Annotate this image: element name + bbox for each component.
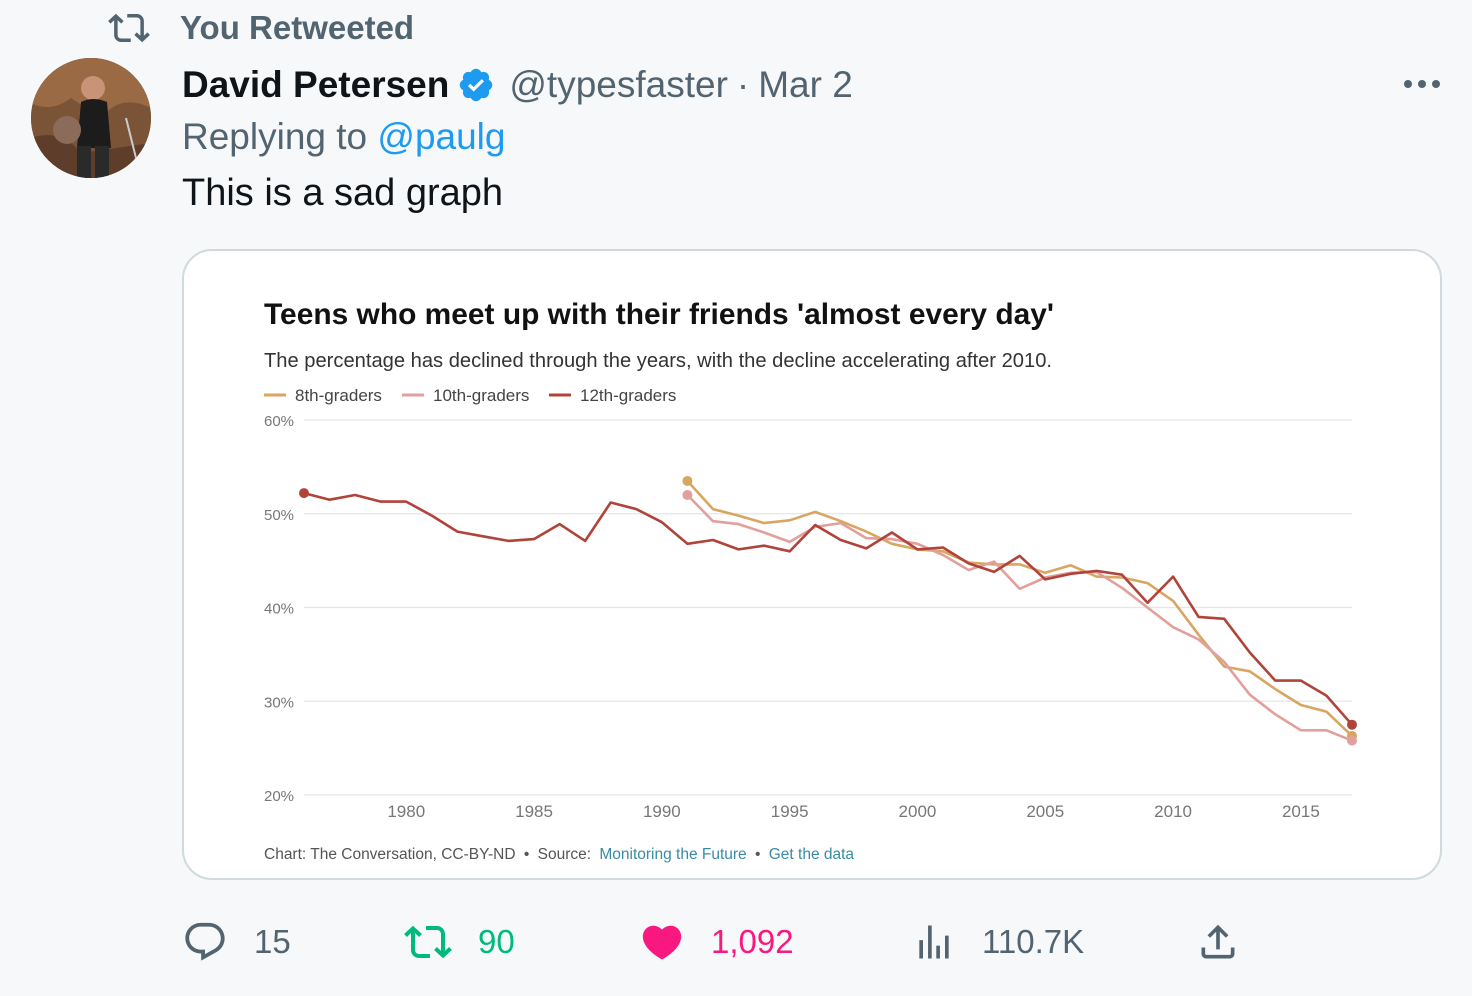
retweet-count: 90 bbox=[478, 923, 515, 960]
footer-separator-2: • bbox=[755, 846, 760, 863]
retweet-context: You Retweeted bbox=[108, 8, 414, 48]
retweet-button[interactable]: 90 bbox=[404, 912, 515, 972]
more-icon[interactable] bbox=[1398, 64, 1446, 104]
views-button[interactable]: 110.7K bbox=[912, 912, 1084, 972]
reply-button[interactable]: 15 bbox=[182, 912, 291, 972]
tweet-text: This is a sad graph bbox=[182, 172, 504, 214]
series-start-point-3 bbox=[299, 488, 309, 499]
x-tick-label-2: 1990 bbox=[643, 802, 681, 821]
like-icon bbox=[642, 925, 682, 960]
source-link[interactable]: Monitoring the Future bbox=[599, 846, 746, 863]
chart-card[interactable]: Teens who meet up with their friends 'al… bbox=[182, 249, 1442, 880]
verified-badge-icon[interactable] bbox=[457, 66, 495, 104]
y-tick-label-1: 50% bbox=[264, 507, 294, 524]
y-tick-label-0: 60% bbox=[264, 413, 294, 430]
y-tick-label-2: 40% bbox=[264, 601, 294, 618]
reply-icon bbox=[185, 922, 225, 961]
x-tick-label-4: 2000 bbox=[899, 802, 937, 821]
chart-subtitle: The percentage has declined through the … bbox=[264, 350, 1052, 372]
y-tick-label-3: 30% bbox=[264, 694, 294, 711]
views-count: 110.7K bbox=[982, 923, 1085, 960]
legend-label-1: 8th-graders bbox=[295, 386, 382, 405]
like-count: 1,092 bbox=[711, 923, 794, 960]
replying-to: Replying to @paulg bbox=[182, 116, 505, 158]
retweet-icon bbox=[404, 925, 452, 959]
share-icon bbox=[1201, 924, 1235, 959]
chart-grid: 60% 50% 40% 30% 20% 1980 1985 1990 1995 2000 2005 2… bbox=[264, 413, 1352, 821]
series-end-point-3 bbox=[1347, 719, 1357, 730]
chart-title: Teens who meet up with their friends 'al… bbox=[264, 298, 1054, 331]
y-tick-label-4: 20% bbox=[264, 788, 294, 805]
share-button[interactable] bbox=[1196, 912, 1240, 972]
chart-legend: 8th-graders 10th-graders 12th-graders bbox=[264, 386, 676, 405]
author-handle[interactable]: @typesfaster bbox=[509, 64, 728, 105]
x-tick-label-1: 1985 bbox=[515, 802, 553, 821]
x-tick-label-6: 2010 bbox=[1154, 802, 1192, 821]
chart-credit: Chart: The Conversation, CC-BY-ND bbox=[264, 846, 516, 863]
author-name[interactable]: David Petersen bbox=[182, 64, 450, 105]
svg-text:Chart: The Conversation, CC-BY: Chart: The Conversation, CC-BY-ND • Sour… bbox=[264, 846, 854, 863]
x-tick-label-7: 2015 bbox=[1282, 802, 1320, 821]
tweet-date[interactable]: Mar 2 bbox=[758, 64, 853, 105]
series-start-point-1 bbox=[682, 475, 693, 486]
header-separator: · bbox=[736, 64, 750, 105]
reply-count: 15 bbox=[254, 923, 291, 960]
replying-to-prefix: Replying to bbox=[182, 116, 368, 157]
series-end-point-2 bbox=[1347, 735, 1357, 746]
like-button[interactable]: 1,092 bbox=[639, 912, 794, 972]
series-line-3 bbox=[302, 491, 1354, 727]
get-data-link[interactable]: Get the data bbox=[769, 846, 855, 863]
legend-label-2: 10th-graders bbox=[433, 386, 529, 405]
series-start-point-2 bbox=[682, 490, 693, 500]
series-line-2 bbox=[686, 493, 1354, 742]
action-bar: 15 90 1,092 110.7K bbox=[0, 912, 1472, 972]
x-tick-label-0: 1980 bbox=[387, 802, 425, 821]
retweet-context-label: You Retweeted bbox=[180, 9, 415, 46]
chart-series bbox=[299, 475, 1357, 746]
series-line-1 bbox=[686, 479, 1354, 738]
legend-label-3: 12th-graders bbox=[580, 386, 676, 405]
footer-separator-1: • bbox=[524, 846, 529, 863]
x-tick-label-5: 2005 bbox=[1026, 802, 1064, 821]
avatar[interactable] bbox=[31, 58, 151, 178]
x-tick-label-3: 1995 bbox=[771, 802, 809, 821]
footer-source-prefix: Source: bbox=[538, 846, 591, 863]
views-icon bbox=[919, 925, 949, 959]
retweet-context-icon bbox=[108, 13, 150, 43]
reply-mention-link[interactable]: @paulg bbox=[377, 116, 506, 157]
tweet-header: David Petersen @typesfaster · Mar 2 bbox=[182, 62, 853, 108]
chart-image: Teens who meet up with their friends 'al… bbox=[264, 298, 1357, 863]
